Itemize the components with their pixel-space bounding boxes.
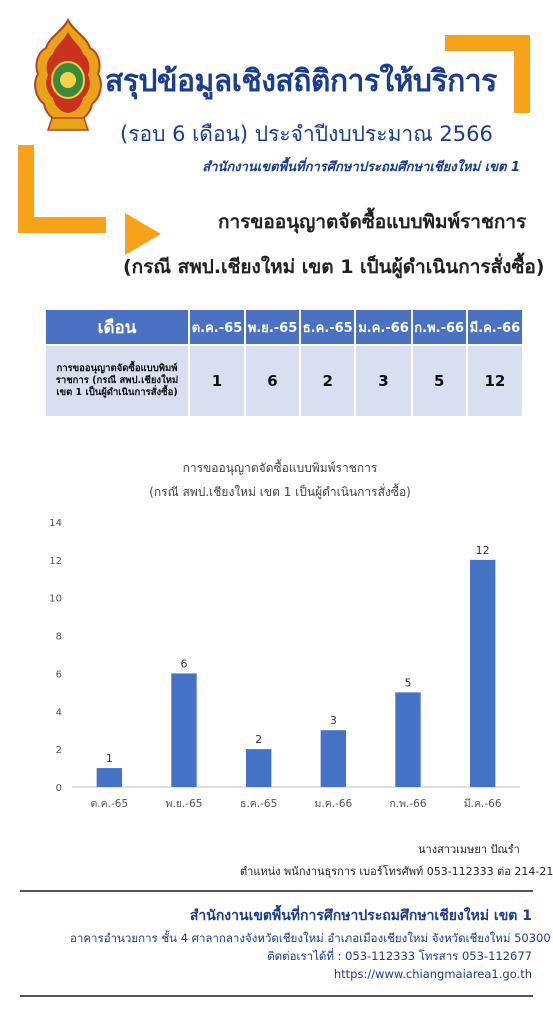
footer-contact: ติดต่อเราได้ที่ : 053-112333 โทรสาร 053-… (267, 949, 532, 963)
data-label: 5 (405, 676, 412, 689)
bar (245, 749, 272, 787)
bar (320, 730, 347, 787)
table-cell: 5 (412, 346, 466, 416)
table-cell: 6 (246, 346, 299, 416)
x-tick-label: พ.ย.-65 (166, 798, 203, 810)
table-cell: 12 (467, 346, 522, 416)
page-subtitle: (รอบ 6 เดือน) ประจำปีงบประมาณ 2566 (120, 122, 493, 146)
obec-emblem-icon (28, 17, 108, 138)
chart-subtitle: (กรณี สพป.เชียงใหม่ เขต 1 เป็นผู้ดำเนินก… (149, 483, 411, 500)
bar-chart-svg: การขออนุญาตจัดซื้อแบบพิมพ์ราชการ (กรณี ส… (49, 459, 520, 810)
data-label: 2 (255, 733, 262, 746)
footer-office-name: สำนักงานเขตพื้นที่การศึกษาประถมศึกษาเชีย… (189, 908, 532, 924)
data-label: 12 (476, 544, 490, 557)
table-header-row: เดือน ต.ค.-65 พ.ย.-65 ธ.ค.-65 ม.ค.-66 ก.… (46, 310, 522, 344)
corner-bracket-top-right-v (514, 35, 530, 113)
x-tick-label: ก.พ.-66 (389, 798, 426, 810)
y-tick-label: 0 (56, 783, 62, 794)
y-tick-label: 10 (49, 594, 62, 605)
play-triangle-icon (125, 213, 161, 255)
section-title: การขออนุญาตจัดซื้อแบบพิมพ์ราชการ (218, 211, 527, 233)
summary-table: เดือน ต.ค.-65 พ.ย.-65 ธ.ค.-65 ม.ค.-66 ก.… (44, 308, 524, 418)
signature-name: นางสาวเมษยา ปัณรำ (418, 843, 520, 856)
y-tick-label: 12 (49, 556, 62, 567)
table-cell: 2 (300, 346, 355, 416)
chart-title: การขออนุญาตจัดซื้อแบบพิมพ์ราชการ (183, 459, 378, 476)
x-tick-label: มี.ค.-66 (464, 797, 502, 810)
y-tick-label: 14 (49, 518, 62, 529)
x-tick-label: ต.ค.-65 (90, 798, 128, 810)
table-header-month-label: เดือน (46, 310, 188, 344)
y-tick-label: 8 (56, 632, 62, 643)
divider-top (20, 890, 533, 892)
x-tick-label: ธ.ค.-65 (240, 798, 277, 810)
data-label: 6 (181, 657, 188, 670)
table-row-label: การขออนุญาตจัดซื้อแบบพิมพ์ราชการ (กรณี ส… (46, 346, 188, 416)
table-cell: 3 (356, 346, 411, 416)
data-label: 1 (106, 752, 113, 765)
section-subtitle: (กรณี สพป.เชียงใหม่ เขต 1 เป็นผู้ดำเนินก… (123, 256, 545, 278)
corner-bracket-left-h (18, 217, 106, 233)
signature-position: ตำแหน่ง พนักงานธุรการ เบอร์โทรศัพท์ 053-… (240, 865, 553, 878)
bar (171, 673, 197, 787)
bar (469, 559, 496, 787)
table-cell: 1 (190, 346, 244, 416)
y-tick-label: 4 (56, 707, 62, 718)
bar (96, 768, 123, 787)
divider-bottom (20, 995, 533, 997)
table-header-cell: ม.ค.-66 (356, 310, 411, 344)
table-header-cell: ต.ค.-65 (190, 310, 244, 344)
y-tick-label: 2 (56, 745, 62, 756)
footer-address: อาคารอำนวยการ ชั้น 4 ศาลากลางจังหวัดเชีย… (70, 931, 551, 945)
table-header-cell: มี.ค.-66 (467, 310, 522, 344)
table-header-cell: ก.พ.-66 (412, 310, 466, 344)
corner-bracket-top-right-h (445, 35, 530, 51)
bar (395, 692, 421, 787)
y-tick-label: 6 (56, 669, 62, 680)
bar-chart: การขออนุญาตจัดซื้อแบบพิมพ์ราชการ (กรณี ส… (30, 450, 530, 825)
footer-website-link[interactable]: https://www.chiangmaiarea1.go.th (333, 967, 532, 981)
x-tick-label: ม.ค.-66 (314, 798, 352, 810)
table-header-cell: ธ.ค.-65 (300, 310, 355, 344)
corner-bracket-left-v (18, 145, 34, 233)
data-label: 3 (330, 714, 337, 727)
office-name: สำนักงานเขตพื้นที่การศึกษาประถมศึกษาเชีย… (202, 160, 520, 175)
table-row: การขออนุญาตจัดซื้อแบบพิมพ์ราชการ (กรณี ส… (46, 346, 522, 416)
page-title: สรุปข้อมูลเชิงสถิติการให้บริการ (105, 64, 497, 99)
table-header-cell: พ.ย.-65 (246, 310, 299, 344)
